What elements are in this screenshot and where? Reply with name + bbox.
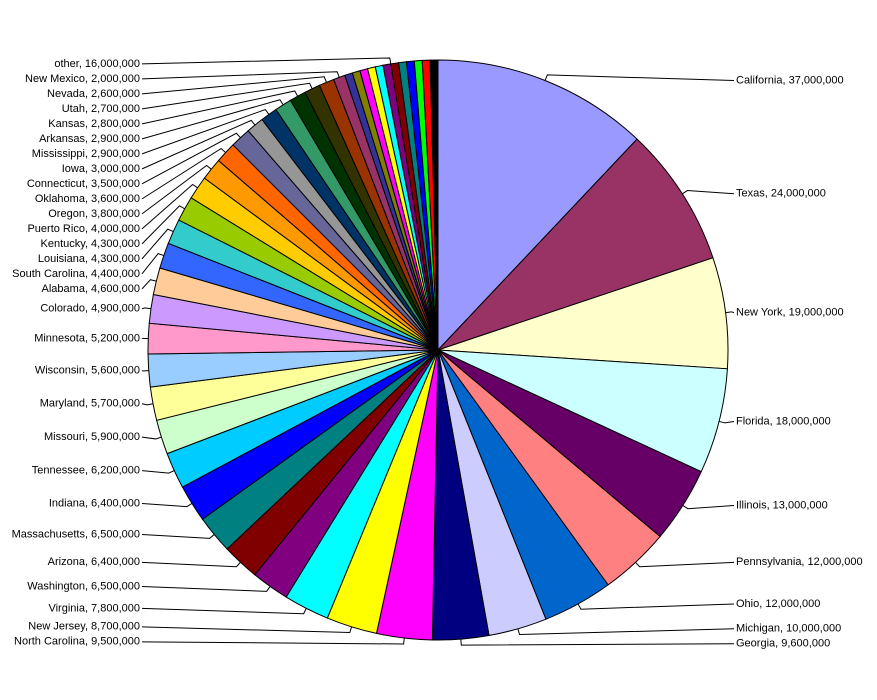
slice-label: New York, 19,000,000 [736,307,844,319]
leader-line [719,421,734,422]
slice-label: Tennessee, 6,200,000 [32,464,140,476]
leader-line [726,312,734,313]
slice-label: Ohio, 12,000,000 [736,598,820,610]
slice-label: New Jersey, 8,700,000 [28,621,140,633]
slice-label: North Carolina, 9,500,000 [14,636,140,648]
slice-label: Indiana, 6,400,000 [49,497,140,509]
leader-line [142,308,151,309]
slice-label: Missouri, 5,900,000 [44,431,140,443]
slice-label: Michigan, 10,000,000 [736,623,841,635]
slice-label: Nevada, 2,600,000 [47,88,140,100]
slice-label: Oregon, 3,800,000 [48,208,140,220]
slice-label: Illinois, 13,000,000 [736,499,828,511]
leader-line [636,562,734,566]
leader-line [142,608,306,613]
leader-line [142,280,156,289]
leader-line [578,604,734,609]
slice-label: Arizona, 6,400,000 [48,556,140,568]
slice-label: Colorado, 4,900,000 [40,303,140,315]
slice-label: Pennsylvania, 12,000,000 [736,556,863,568]
slice-label: Florida, 18,000,000 [736,415,831,427]
slice-label: Kentucky, 4,300,000 [41,238,140,250]
slice-label: Puerto Rico, 4,000,000 [27,223,140,235]
slice-label: Georgia, 9,600,000 [736,638,830,650]
slice-label: Connecticut, 3,500,000 [27,178,140,190]
leader-line [142,404,153,405]
leader-line [142,586,270,591]
slice-label: Arkansas, 2,900,000 [39,133,140,145]
leader-line [683,505,734,508]
leader-line [142,627,352,633]
slice-label: New Mexico, 2,000,000 [25,73,140,85]
pie-chart: California, 37,000,000 Texas, 24,000,000 N… [0,0,877,700]
slice-label: Oklahoma, 3,600,000 [35,193,140,205]
leader-line [518,629,734,635]
leader-line [461,639,734,645]
slice-label: Wisconsin, 5,600,000 [35,364,140,376]
leader-line [142,503,192,506]
leader-line [142,58,391,64]
leader-line [545,75,734,81]
leader-line [142,638,404,644]
slice-label: Alabama, 4,600,000 [42,283,140,295]
slice-label: Washington, 6,500,000 [27,580,140,592]
slice-label: Maryland, 5,700,000 [40,398,140,410]
slice-label: California, 37,000,000 [736,74,844,86]
slice-label: Massachusetts, 6,500,000 [12,528,140,540]
leader-line [142,562,240,566]
slice-label: Mississippi, 2,900,000 [32,148,140,160]
slice-label: Minnesota, 5,200,000 [34,332,140,344]
slice-label: other, 16,000,000 [54,58,140,70]
slice-label: South Carolina, 4,400,000 [12,268,140,280]
slice-label: Texas, 24,000,000 [736,188,826,200]
slice-label: Kansas, 2,800,000 [48,118,140,130]
leader-line [142,534,214,538]
leader-line [682,191,734,194]
slice-label: Utah, 2,700,000 [62,103,140,115]
slice-label: Iowa, 3,000,000 [62,163,140,175]
slice-label: Louisiana, 4,300,000 [38,253,140,265]
slice-label: Virginia, 7,800,000 [48,602,140,614]
leader-line [142,471,174,473]
leader-line [142,437,161,439]
